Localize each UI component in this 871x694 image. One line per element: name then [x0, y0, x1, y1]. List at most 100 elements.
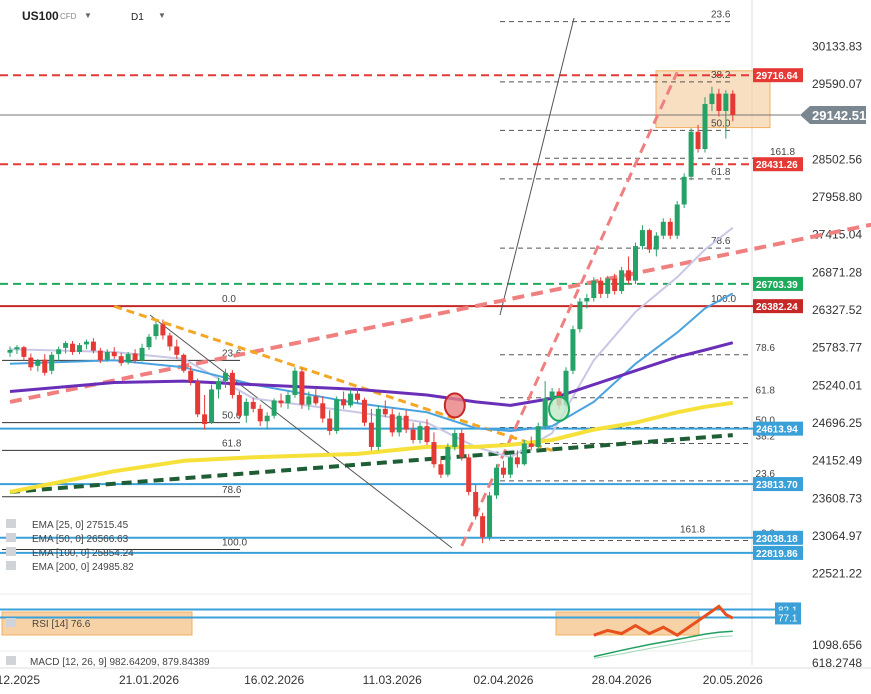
candle-body: [222, 372, 228, 382]
symbol-dropdown-icon[interactable]: ▼: [84, 11, 92, 20]
candle-body: [438, 464, 444, 475]
candle-body: [90, 341, 96, 351]
ema200-line: [9, 400, 734, 494]
legend-icon: [6, 618, 16, 627]
candle-body: [77, 345, 82, 353]
candle-body: [584, 298, 590, 302]
candle-body: [459, 433, 465, 458]
candle-body: [125, 354, 131, 363]
candle-body: [514, 457, 520, 465]
candle-body: [7, 349, 13, 353]
candle-body: [688, 131, 694, 177]
ema-legend-text: EMA [25, 0] 27515.45: [32, 520, 129, 531]
candle-body: [341, 399, 347, 406]
ema-legend-text: EMA [50, 0] 26566.63: [32, 534, 129, 545]
angle-line: [499, 17, 575, 316]
candle-body: [626, 270, 632, 281]
candle-body: [480, 516, 486, 537]
candle-body: [285, 394, 291, 404]
level-label: 23813.70: [756, 480, 798, 491]
fib-level-label: 78.6: [711, 236, 731, 247]
symbol-label[interactable]: US100: [22, 9, 59, 23]
candle-body: [598, 280, 604, 294]
level-label: 26703.39: [756, 280, 798, 291]
level-tag: [753, 421, 803, 436]
macd-y-tick: 1098.656: [812, 638, 862, 652]
level-tag: [753, 157, 803, 172]
candle-body: [424, 426, 430, 443]
candle-body: [542, 398, 548, 427]
candle-body: [49, 354, 55, 371]
candle-body: [146, 336, 152, 348]
level-label: 22819.86: [756, 549, 798, 560]
x-tick-label: 11.03.2026: [363, 673, 422, 687]
ema50-line: [9, 292, 734, 432]
macd-y-tick: 618.2748: [812, 656, 862, 670]
candle-body: [723, 93, 729, 111]
fib-left-label: 50.0: [222, 411, 242, 422]
candle-body: [209, 389, 215, 423]
candle-body: [202, 414, 208, 425]
candle-body: [313, 396, 319, 404]
candle-body: [63, 343, 69, 348]
y-tick-label: 25783.77: [812, 341, 862, 355]
trendline-rising-dashed-red: [9, 222, 871, 404]
annotation-circle-red: [443, 392, 466, 419]
candle-body: [563, 370, 569, 406]
legend-icon: [6, 561, 16, 570]
candle-body: [709, 93, 715, 105]
rsi-level-label: 77.1: [778, 613, 798, 624]
candle-body: [403, 415, 409, 430]
candle-body: [271, 400, 277, 416]
candle-body: [577, 301, 583, 330]
candle-body: [334, 399, 340, 431]
candle-body: [174, 346, 180, 355]
level-tag: [753, 530, 803, 545]
candle-body: [236, 394, 242, 416]
angle-line: [149, 314, 453, 549]
rsi-legend-text: RSI [14] 76.6: [32, 619, 91, 630]
candle-body: [292, 370, 298, 395]
y-tick-label: 30133.83: [812, 39, 862, 53]
candle-body: [56, 349, 62, 355]
candle-body: [730, 93, 736, 115]
candle-body: [716, 93, 722, 111]
fib-right-ext-label: 161.8: [680, 524, 705, 535]
candle-body: [417, 426, 423, 440]
candle-body: [153, 324, 159, 337]
candle-body: [355, 393, 360, 400]
timeframe-label[interactable]: D1: [131, 12, 144, 23]
candle-body: [83, 341, 89, 345]
candle-body: [619, 270, 625, 292]
level-tag: [753, 545, 803, 560]
candle-body: [612, 278, 618, 292]
y-tick-label: 29590.07: [812, 77, 862, 91]
legend-icon: [6, 547, 16, 556]
candle-body: [160, 324, 166, 336]
timeframe-dropdown-icon[interactable]: ▼: [158, 11, 166, 20]
level-label: 24613.94: [756, 425, 798, 436]
candle-body: [396, 415, 402, 433]
candle-body: [639, 230, 645, 247]
x-tick-label: 24.12.2025: [0, 673, 40, 687]
candle-body: [528, 443, 534, 447]
current-price-label: 29142.51: [812, 108, 866, 123]
rsi-zone-left: [1, 611, 193, 636]
candle-body: [306, 396, 312, 405]
candle-body: [681, 176, 687, 205]
y-tick-label: 24152.49: [812, 454, 862, 468]
fib-level-label: 100.0: [711, 294, 736, 305]
candle-body: [702, 104, 708, 150]
rsi-level-tag: [775, 610, 801, 625]
ema-legend-text: EMA [200, 0] 24985.82: [32, 562, 134, 573]
legend-icon: [6, 656, 16, 665]
level-label: 29716.64: [756, 71, 798, 82]
annotation-circle-green: [548, 395, 571, 422]
fib-right-label: 23.6: [756, 469, 776, 480]
x-tick-label: 16.02.2026: [244, 673, 304, 687]
candle-body: [97, 350, 103, 361]
candle-body: [605, 278, 611, 294]
candle-body: [70, 343, 76, 353]
